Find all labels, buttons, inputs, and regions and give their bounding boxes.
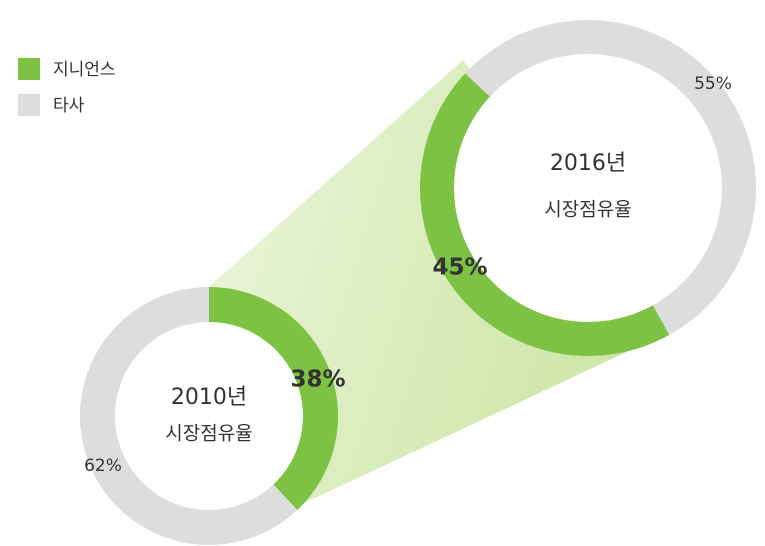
donut-segment (465, 19, 757, 335)
donut-hole (115, 322, 303, 510)
legend-label: 타사 (53, 96, 85, 116)
donut-title: 2010년 (171, 385, 247, 410)
legend-swatch (18, 94, 40, 116)
donut-subtitle: 시장점유율 (544, 199, 631, 221)
value-label: 55% (694, 74, 732, 94)
donut-subtitle: 시장점유율 (165, 423, 252, 445)
donut-segment (420, 73, 670, 356)
legend-label: 지니언스 (53, 60, 116, 80)
donut-title: 2016년 (550, 151, 626, 176)
value-label: 45% (432, 255, 487, 281)
donut-hole (454, 54, 722, 322)
legend-swatch (18, 58, 40, 80)
donut-segment (209, 287, 338, 511)
donut-segment (79, 287, 298, 545)
value-label: 38% (290, 367, 345, 393)
value-label: 62% (84, 456, 122, 476)
